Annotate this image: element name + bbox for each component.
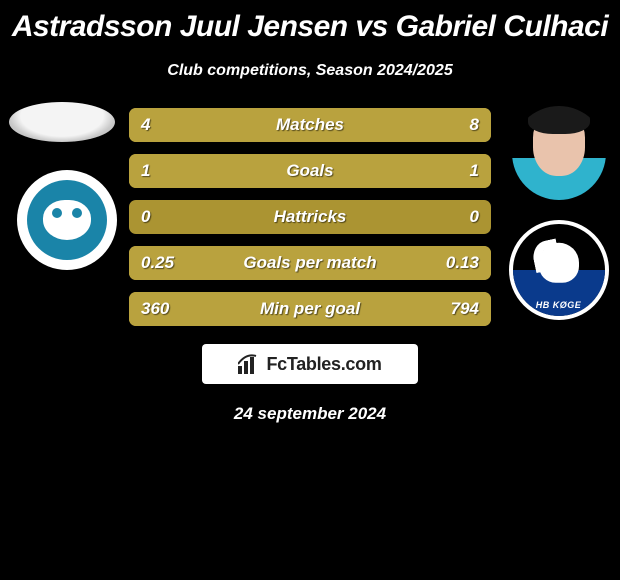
stat-value-left: 0.25 — [141, 253, 174, 273]
stat-bar-right — [310, 154, 491, 188]
page-title: Astradsson Juul Jensen vs Gabriel Culhac… — [10, 10, 610, 44]
subtitle: Club competitions, Season 2024/2025 — [10, 62, 610, 80]
stat-value-right: 0 — [470, 207, 479, 227]
club-right-logo: HB KØGE — [509, 220, 609, 320]
player-left-avatar — [9, 102, 115, 142]
stat-row: 0 Hattricks 0 — [129, 200, 491, 234]
stat-label: Goals per match — [243, 253, 376, 273]
stat-row: 360 Min per goal 794 — [129, 292, 491, 326]
stats-panel: 4 Matches 8 1 Goals 1 0 Hattricks 0 0.25 Goals per… — [129, 108, 491, 326]
stat-row: 0.25 Goals per match 0.13 — [129, 246, 491, 280]
stat-label: Matches — [276, 115, 344, 135]
left-player-col — [4, 106, 119, 270]
stat-bar-left — [129, 154, 310, 188]
bar-chart-icon — [238, 354, 260, 374]
stat-label: Min per goal — [260, 299, 360, 319]
stat-value-right: 1 — [470, 161, 479, 181]
stat-value-right: 794 — [451, 299, 479, 319]
right-player-col: HB KØGE — [501, 106, 616, 320]
stat-value-left: 0 — [141, 207, 150, 227]
stat-value-left: 360 — [141, 299, 169, 319]
stat-value-left: 4 — [141, 115, 150, 135]
stat-value-right: 8 — [470, 115, 479, 135]
date-text: 24 september 2024 — [10, 404, 610, 424]
stat-label: Hattricks — [274, 207, 347, 227]
club-right-label: HB KØGE — [513, 300, 605, 310]
club-left-logo — [17, 170, 117, 270]
brand-badge: FcTables.com — [202, 344, 418, 384]
stat-value-right: 0.13 — [446, 253, 479, 273]
brand-text: FcTables.com — [266, 354, 381, 375]
player-right-avatar — [512, 106, 606, 200]
stat-row: 1 Goals 1 — [129, 154, 491, 188]
stat-value-left: 1 — [141, 161, 150, 181]
stat-label: Goals — [286, 161, 333, 181]
stat-row: 4 Matches 8 — [129, 108, 491, 142]
